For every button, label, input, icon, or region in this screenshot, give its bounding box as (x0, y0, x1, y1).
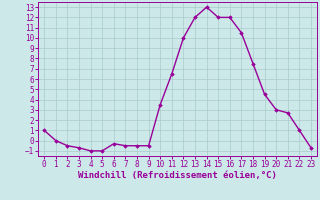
X-axis label: Windchill (Refroidissement éolien,°C): Windchill (Refroidissement éolien,°C) (78, 171, 277, 180)
